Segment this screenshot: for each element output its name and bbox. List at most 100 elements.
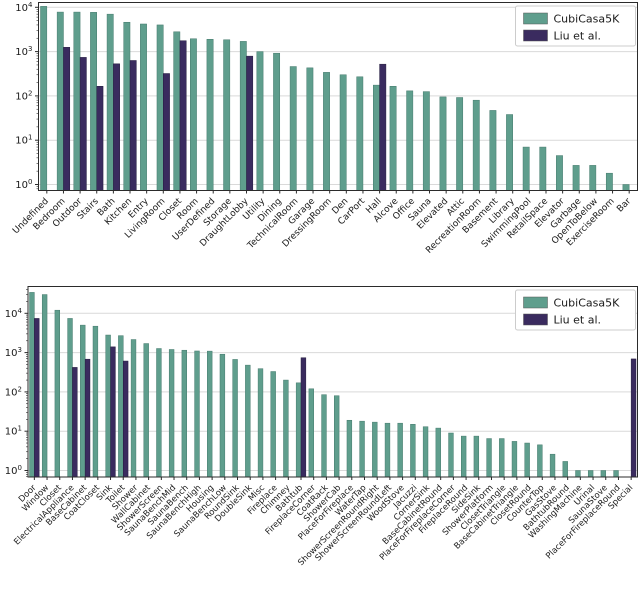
bar-Chimney (283, 379, 289, 478)
bar-Closet (179, 40, 187, 191)
bar-Entry (140, 23, 147, 191)
bar-SaunaBenchMid (168, 349, 175, 478)
bar-Sauna (422, 91, 430, 191)
bar-Garbage (572, 165, 580, 191)
legend-swatch-cubicasa5k (523, 296, 548, 309)
y-axis: 100 101 102 103 104 (15, 1, 39, 191)
bar-BaseCabinet (80, 324, 86, 478)
legend-swatch-liu-et-al (523, 313, 548, 326)
bar-Window (41, 294, 48, 478)
bar-SaunaBench (181, 349, 187, 478)
plot-border (38, 2, 638, 191)
bar-BaseCabinet (84, 358, 91, 478)
bar-Toilet (118, 335, 124, 478)
bar-Sink (105, 334, 111, 478)
bars-liu-et-al (63, 40, 387, 191)
bar-SaunaStove (600, 470, 607, 478)
bar-PlaceForFireplace (346, 419, 353, 478)
bar-Dining (273, 52, 281, 191)
bar-CounterTop (537, 444, 543, 478)
bars-cubicasa5k (29, 292, 619, 478)
bar-Garage (306, 67, 314, 191)
bar-Utility (256, 51, 264, 191)
bar-PlaceForFireplaceRound (613, 470, 619, 478)
bars-liu-et-al (34, 318, 637, 478)
bar-UserDefined (206, 39, 214, 191)
bar-Stairs (96, 86, 104, 191)
bar-LivingRoom (156, 24, 164, 191)
bar-ClosetRound (524, 442, 530, 478)
bar-Door (34, 318, 40, 478)
y-tick-label: 104 (15, 1, 33, 14)
bar-WaterTap (359, 420, 365, 478)
y-tick-label: 102 (5, 385, 22, 398)
bar-Toilet (122, 360, 129, 478)
legend-label-liu-et-al: Liu et al. (554, 314, 602, 327)
bar-Bath (106, 13, 114, 191)
bar-Sink (110, 346, 116, 478)
bar-Bathtub (295, 382, 302, 478)
icon-class-distribution-chart: 100 101 102 103 104 DoorWindowClosetElectrica… (5, 286, 638, 568)
bar-Urinal (587, 470, 594, 478)
bar-Elevator (556, 155, 563, 191)
bar-Stairs (90, 12, 97, 191)
bar-BaseCabinetTriangle (511, 441, 518, 478)
bar-FireplaceRound (461, 435, 467, 478)
y-tick-label: 103 (5, 346, 22, 359)
bar-Housing (207, 350, 213, 478)
bar-SwimmingPool (522, 146, 530, 191)
bar-ClosetTriangle (499, 438, 505, 478)
x-axis: UndefinedBedroomOutdoorStairsBathKitchen… (11, 190, 634, 256)
bar-Bar (622, 184, 630, 191)
x-tick-label: Bar (615, 196, 633, 214)
bar-Alcove (389, 86, 397, 191)
bar-DraughtLobby (246, 55, 254, 191)
bar-ShowerScreenRoundRight (372, 421, 378, 478)
bar-Storage (223, 39, 231, 191)
bar-Outdoor (79, 57, 87, 191)
bar-RetailSpace (539, 146, 547, 191)
bar-Shower (130, 339, 137, 478)
bar-DraughtLobby (239, 41, 247, 191)
bar-CoatRack (321, 394, 327, 478)
bar-Bath (113, 63, 120, 191)
bar-ShowerScreen (156, 348, 162, 478)
bar-SaunaBenchLow (219, 353, 226, 478)
y-tick-label: 100 (15, 178, 32, 191)
bar-Jacuzzi (410, 424, 416, 478)
bar-Bedroom (63, 47, 71, 191)
legend-label-cubicasa5k: CubiCasa5K (554, 297, 621, 310)
y-tick-label: 101 (5, 425, 22, 438)
bar-RecreationRoom (472, 99, 480, 191)
bar-Outdoor (73, 11, 81, 191)
bar-ShowerScreenRoundLeft (384, 422, 391, 478)
bar-ShowerPlatform (486, 438, 492, 478)
bar-ElectricalAppliance (67, 318, 73, 478)
bar-DoubleSink (245, 364, 251, 478)
bar-Library (506, 114, 513, 191)
bar-PlaceForFireplaceCorner (448, 432, 454, 478)
bar-DressingRoom (323, 72, 330, 191)
legend-label-liu-et-al: Liu et al. (554, 30, 602, 43)
bar-FireplaceCorner (308, 388, 314, 478)
bar-Special (630, 358, 637, 478)
bar-OpenToBelow (589, 165, 597, 191)
bar-Fireplace (270, 371, 276, 478)
bar-Closet (54, 309, 60, 478)
y-tick-label: 100 (5, 464, 22, 477)
bar-Room (190, 38, 197, 191)
bar-LivingRoom (163, 73, 170, 191)
legend-swatch-cubicasa5k (523, 12, 548, 25)
bar-Elevated (439, 96, 447, 191)
bar-Door (29, 292, 35, 478)
y-axis: 100 101 102 103 104 (5, 289, 28, 477)
bar-Kitchen (123, 21, 131, 191)
bar-Hall (373, 84, 380, 191)
bar-CoatCloset (92, 325, 99, 478)
bar-SaunaBenchHigh (194, 350, 200, 478)
legend: CubiCasa5K Liu et al. (515, 5, 636, 47)
bar-ExerciseRoom (605, 172, 613, 191)
bar-WashingMachine (575, 470, 581, 478)
bar-ShowerCab (334, 395, 340, 478)
